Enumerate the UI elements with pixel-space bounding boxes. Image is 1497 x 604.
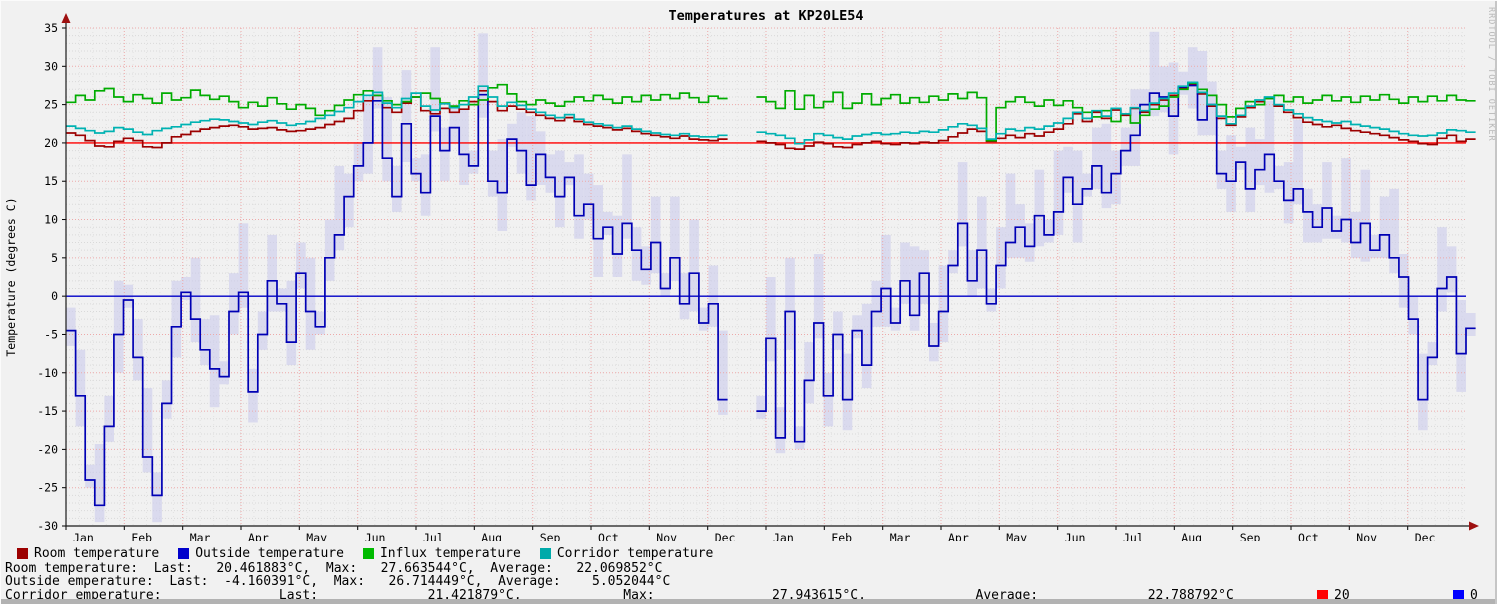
svg-text:Feb: Feb: [131, 531, 152, 541]
svg-text:Oct: Oct: [598, 531, 619, 541]
svg-text:Jan: Jan: [773, 531, 794, 541]
svg-text:10: 10: [44, 213, 58, 227]
svg-text:May: May: [306, 531, 327, 541]
svg-text:35: 35: [44, 21, 58, 35]
outside-temperature-swatch-icon: [178, 548, 190, 559]
room-stats-row: Room temperature: Last: 20.461883°C, Max…: [5, 561, 663, 576]
legend-label-outside: Outside temperature: [195, 546, 344, 561]
svg-text:-5: -5: [44, 327, 58, 341]
svg-text:Aug: Aug: [1181, 531, 1202, 541]
svg-text:Jul: Jul: [423, 531, 444, 541]
temperature-chart: Jan Feb Mar Apr May Jun Jul Aug Sep Oct Nov Dec Jan F…: [4, 7, 1496, 541]
svg-text:25: 25: [44, 98, 58, 112]
legend-item-influx: Influx temperature: [362, 546, 521, 561]
svg-text:Temperature (degrees C): Temperature (degrees C): [4, 197, 18, 356]
svg-text:0: 0: [51, 289, 58, 303]
series-legend: Room temperature Outside temperature Inf…: [17, 546, 713, 561]
svg-text:-25: -25: [37, 481, 58, 495]
svg-text:Mar: Mar: [890, 531, 911, 541]
legend-item-outside: Outside temperature: [178, 546, 344, 561]
svg-text:15: 15: [44, 174, 58, 188]
svg-text:Aug: Aug: [481, 531, 502, 541]
outside-stats-row: Outside emperature: Last: -4.160391°C, M…: [5, 574, 671, 589]
svg-text:Oct: Oct: [1298, 531, 1319, 541]
svg-text:Jul: Jul: [1123, 531, 1144, 541]
legend-item-corridor: Corridor temperature: [539, 546, 714, 561]
svg-text:Temperatures at KP20LE54: Temperatures at KP20LE54: [668, 8, 863, 24]
svg-text:Apr: Apr: [248, 531, 269, 541]
svg-text:Feb: Feb: [831, 531, 852, 541]
svg-text:Sep: Sep: [1240, 531, 1261, 541]
svg-text:Apr: Apr: [948, 531, 969, 541]
svg-text:Nov: Nov: [656, 531, 677, 541]
svg-text:Jan: Jan: [73, 531, 94, 541]
svg-text:May: May: [1006, 531, 1027, 541]
svg-text:5: 5: [51, 251, 58, 265]
svg-text:Jun: Jun: [365, 531, 386, 541]
legend-label-room: Room temperature: [34, 546, 160, 561]
svg-text:Mar: Mar: [190, 531, 211, 541]
frame-bevel-bottom: [1, 599, 1497, 604]
hrule-20-swatch-icon: [1317, 590, 1328, 601]
legend-item-room: Room temperature: [17, 546, 159, 561]
influx-temperature-swatch-icon: [362, 548, 374, 559]
legend-label-corridor: Corridor temperature: [556, 546, 714, 561]
hrule-legend-0: 0: [1453, 588, 1478, 603]
svg-text:30: 30: [44, 59, 58, 73]
svg-text:-15: -15: [37, 404, 58, 418]
hrule-0-label: 0: [1470, 588, 1478, 603]
graph-footer: Room temperature Outside temperature Inf…: [1, 541, 1497, 603]
corridor-temperature-swatch-icon: [539, 548, 551, 559]
svg-text:Dec: Dec: [1415, 531, 1436, 541]
svg-text:20: 20: [44, 136, 58, 150]
svg-text:Jun: Jun: [1065, 531, 1086, 541]
svg-text:Nov: Nov: [1356, 531, 1377, 541]
frame-bevel-right: [1495, 1, 1497, 604]
hrule-0-swatch-icon: [1453, 590, 1464, 601]
legend-label-influx: Influx temperature: [379, 546, 521, 561]
svg-text:Dec: Dec: [715, 531, 736, 541]
svg-text:Sep: Sep: [540, 531, 561, 541]
room-temperature-swatch-icon: [17, 548, 28, 559]
svg-text:-20: -20: [37, 442, 58, 456]
svg-text:-30: -30: [37, 519, 58, 533]
svg-text:-10: -10: [37, 366, 58, 380]
svg-text:RRDTOOL / TOBI OETIKER: RRDTOOL / TOBI OETIKER: [1486, 7, 1496, 142]
